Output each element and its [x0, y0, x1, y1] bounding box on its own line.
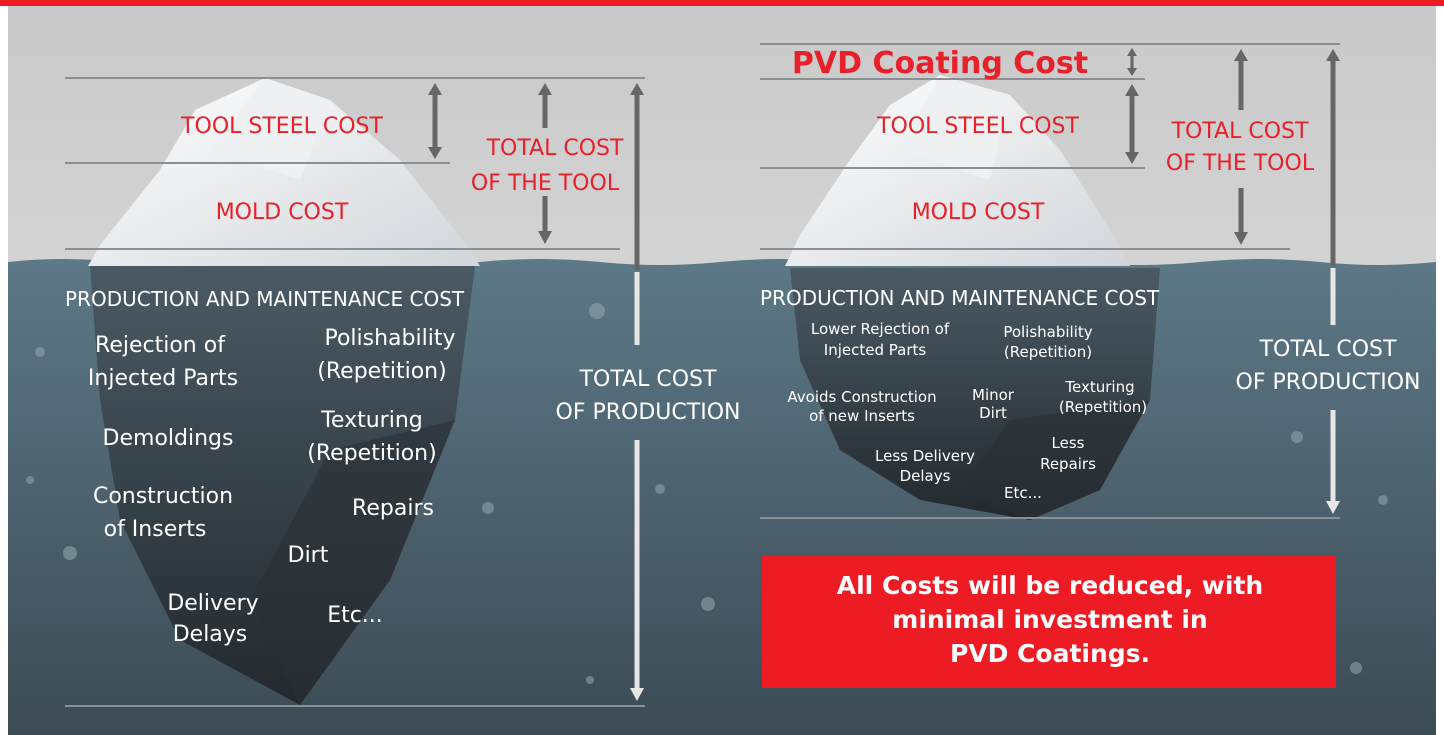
item: Injected Parts — [88, 366, 238, 391]
label: OF PRODUCTION — [556, 400, 741, 425]
item: Avoids Construction — [787, 388, 936, 406]
item: Texturing — [1064, 378, 1134, 396]
top-bar — [0, 0, 1444, 6]
item: of Inserts — [104, 517, 207, 542]
item: (Repetition) — [1004, 343, 1092, 361]
item: Less — [1052, 434, 1085, 452]
label: TOTAL COST — [486, 136, 624, 161]
item: Minor — [972, 386, 1015, 404]
item: Injected Parts — [824, 341, 927, 359]
iceberg-facet — [210, 78, 330, 180]
callout-text: All Costs will be reduced, with — [837, 571, 1263, 600]
label: TOOL STEEL COST — [180, 114, 383, 139]
item: Etc... — [327, 603, 383, 628]
item: of new Inserts — [809, 407, 915, 425]
label: OF PRODUCTION — [1236, 370, 1421, 395]
label: OF THE TOOL — [471, 171, 620, 196]
arrows — [428, 48, 1340, 701]
pvd-label: PVD Coating Cost — [792, 46, 1088, 81]
label: OF THE TOOL — [1166, 151, 1315, 176]
heading: PRODUCTION AND MAINTENANCE COST — [760, 286, 1160, 310]
label: TOOL STEEL COST — [876, 114, 1079, 139]
item: Dirt — [979, 404, 1007, 422]
iceberg-facet — [900, 75, 1010, 180]
callout-box — [762, 556, 1336, 688]
item: Repairs — [352, 496, 434, 521]
item: Lower Rejection of — [811, 320, 950, 338]
label: TOTAL COST — [1259, 337, 1397, 362]
item: Delivery — [167, 591, 258, 616]
bubbles — [26, 303, 1415, 684]
iceberg-top — [785, 75, 1130, 266]
callout-text: PVD Coatings. — [950, 639, 1150, 668]
item: Delays — [173, 622, 248, 647]
item: Less Delivery — [875, 447, 975, 465]
item: Construction — [93, 484, 233, 509]
label: MOLD COST — [912, 200, 1045, 225]
item: Repairs — [1040, 455, 1096, 473]
guide-lines — [65, 43, 1340, 707]
heading: PRODUCTION AND MAINTENANCE COST — [65, 287, 465, 311]
label: MOLD COST — [216, 200, 349, 225]
item: Texturing — [320, 408, 423, 433]
item: (Repetition) — [317, 359, 446, 384]
item: (Repetition) — [307, 441, 436, 466]
label: TOTAL COST — [579, 367, 717, 392]
item: Demoldings — [103, 426, 234, 451]
callout-text: minimal investment in — [892, 605, 1207, 634]
item: Dirt — [288, 543, 329, 568]
item: Polishability — [324, 326, 455, 351]
iceberg-facet — [960, 400, 1150, 520]
item: Etc... — [1004, 484, 1042, 502]
item: Delays — [900, 467, 951, 485]
item: (Repetition) — [1059, 398, 1147, 416]
label: TOTAL COST — [1171, 119, 1309, 144]
item: Polishability — [1003, 323, 1092, 341]
item: Rejection of — [95, 333, 226, 358]
iceberg-facet — [250, 420, 455, 705]
